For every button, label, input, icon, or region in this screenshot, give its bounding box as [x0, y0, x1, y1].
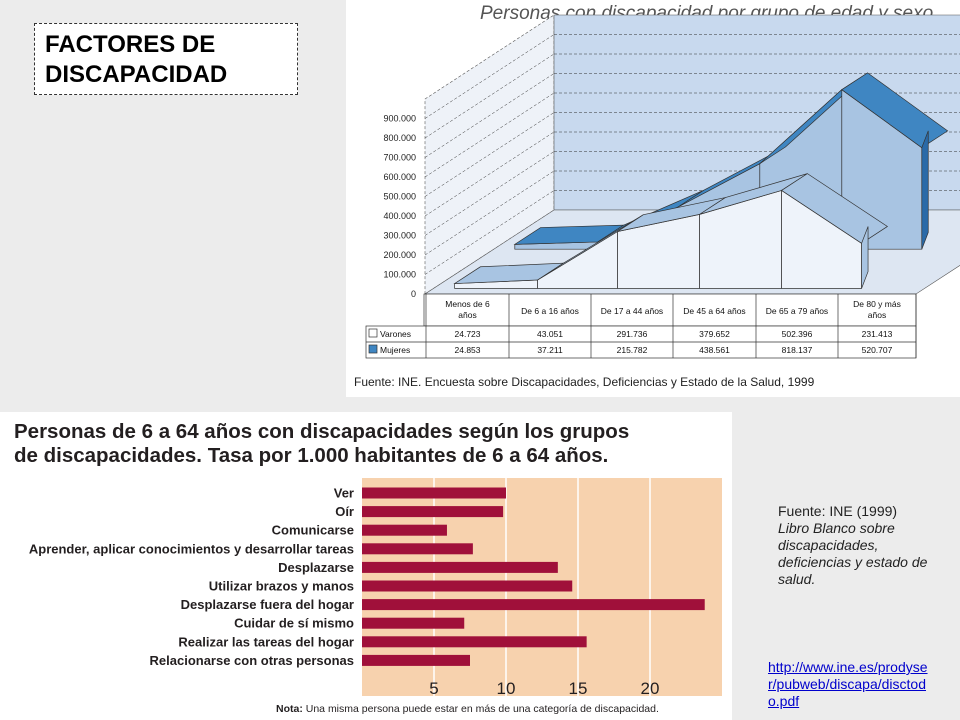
data-value: 520.707: [862, 345, 893, 355]
category-label: Comunicarse: [272, 523, 354, 538]
category-label: De 17 a 44 años: [601, 306, 663, 316]
bar: [362, 580, 573, 592]
area-top: [841, 72, 949, 149]
category-label: Relacionarse con otras personas: [150, 653, 354, 668]
chart-source: Fuente: INE. Encuesta sobre Discapacidad…: [354, 375, 815, 389]
y-tick-label: 0: [411, 289, 416, 299]
age-sex-chart-panel: Personas con discapacidad por grupo de e…: [346, 0, 960, 397]
category-label: Cuidar de sí mismo: [234, 616, 354, 631]
note-label: Nota:: [276, 703, 303, 715]
category-label: años: [868, 310, 886, 320]
y-tick-label: 900.000: [383, 114, 416, 124]
data-value: 43.051: [537, 329, 563, 339]
gridline-side: [424, 53, 555, 139]
gridline-side: [424, 131, 555, 217]
category-label: Desplazarse fuera del hogar: [181, 597, 354, 612]
category-label: De 80 y más: [853, 299, 901, 309]
y-tick-label: 300.000: [383, 231, 416, 241]
category-label: Desplazarse: [278, 560, 354, 575]
y-tick-label: 500.000: [383, 192, 416, 202]
source-note-line2: Libro Blanco sobre discapacidades, defic…: [778, 520, 928, 587]
bar: [362, 487, 506, 499]
category-label: años: [458, 310, 476, 320]
category-label: Ver: [334, 486, 354, 501]
bar: [362, 506, 504, 518]
category-label: De 65 a 79 años: [766, 306, 828, 316]
source-note: Fuente: INE (1999) Libro Blanco sobre di…: [778, 503, 928, 588]
bar: [362, 561, 558, 573]
category-label: Menos de 6: [445, 299, 490, 309]
source-note-line1: Fuente: INE (1999): [778, 503, 898, 519]
gridline-side: [424, 92, 555, 178]
data-value: 37.211: [537, 345, 563, 355]
data-value: 24.723: [455, 329, 481, 339]
legend-label-varones: Varones: [380, 329, 411, 339]
category-label: De 6 a 16 años: [521, 306, 579, 316]
data-value: 24.853: [455, 345, 481, 355]
slide-title-line2: DISCAPACIDAD: [45, 61, 228, 88]
age-sex-area-chart: Personas con discapacidad por grupo de e…: [365, 3, 960, 359]
gridline-side: [424, 73, 555, 158]
legend-swatch-mujeres: [368, 344, 378, 354]
y-tick-label: 800.000: [383, 133, 416, 143]
category-label: Oír: [335, 504, 354, 519]
data-value: 818.137: [782, 345, 813, 355]
slide-title: FACTORES DE DISCAPACIDAD: [34, 23, 298, 95]
x-tick-label: 10: [497, 679, 516, 698]
x-tick-label: 5: [429, 679, 438, 698]
data-value: 231.413: [862, 329, 893, 339]
ine-source-link[interactable]: http://www.ine.es/prodyser/pubweb/discap…: [768, 659, 928, 709]
category-label: Realizar las tareas del hogar: [178, 634, 354, 649]
disability-rate-bar-chart: Personas de 6 a 64 años con discapacidad…: [14, 420, 722, 715]
disability-rate-chart-panel: Personas de 6 a 64 años con discapacidad…: [0, 412, 732, 720]
data-value: 291.736: [617, 329, 648, 339]
gridline-side: [424, 190, 555, 275]
bar: [362, 524, 447, 536]
category-label: De 45 a 64 años: [683, 306, 745, 316]
data-value: 215.782: [617, 345, 648, 355]
bar: [362, 636, 587, 648]
area-end: [921, 130, 929, 250]
gridline-side: [424, 151, 555, 236]
bar-chart-note: Nota: Una misma persona puede estar en m…: [276, 703, 659, 715]
legend-label-mujeres: Mujeres: [380, 345, 410, 355]
y-tick-label: 600.000: [383, 172, 416, 182]
y-tick-label: 200.000: [383, 250, 416, 260]
y-tick-label: 100.000: [383, 270, 416, 280]
y-axis: 0 100.000 200.000 300.000 400.000 500.000 600.…: [383, 114, 416, 300]
x-tick-label: 15: [569, 679, 588, 698]
series-varones: [453, 173, 889, 289]
bar: [362, 599, 705, 611]
category-label: Aprender, aplicar conocimientos y desarr…: [29, 541, 354, 556]
area-end: [861, 226, 869, 289]
gridline-side: [424, 170, 555, 256]
bar: [362, 654, 470, 666]
bar: [362, 617, 465, 629]
y-tick-label: 400.000: [383, 211, 416, 221]
y-tick-label: 700.000: [383, 153, 416, 163]
data-value: 379.652: [699, 329, 730, 339]
gridline-side: [424, 34, 555, 119]
bar-chart-title-line2: de discapacidades. Tasa por 1.000 habita…: [14, 444, 608, 467]
data-value: 438.561: [699, 345, 730, 355]
slide-title-line1: FACTORES DE: [45, 31, 216, 58]
legend-swatch-varones: [368, 328, 378, 338]
data-value: 502.396: [782, 329, 813, 339]
gridline-side: [424, 112, 555, 197]
note-text: Una misma persona puede estar en más de …: [303, 703, 659, 715]
table-header-row: [423, 293, 917, 327]
x-tick-label: 20: [641, 679, 660, 698]
area-top: [780, 173, 889, 244]
bar-chart-title-line1: Personas de 6 a 64 años con discapacidad…: [14, 420, 629, 443]
category-label: Utilizar brazos y manos: [209, 579, 354, 594]
bar: [362, 543, 473, 555]
